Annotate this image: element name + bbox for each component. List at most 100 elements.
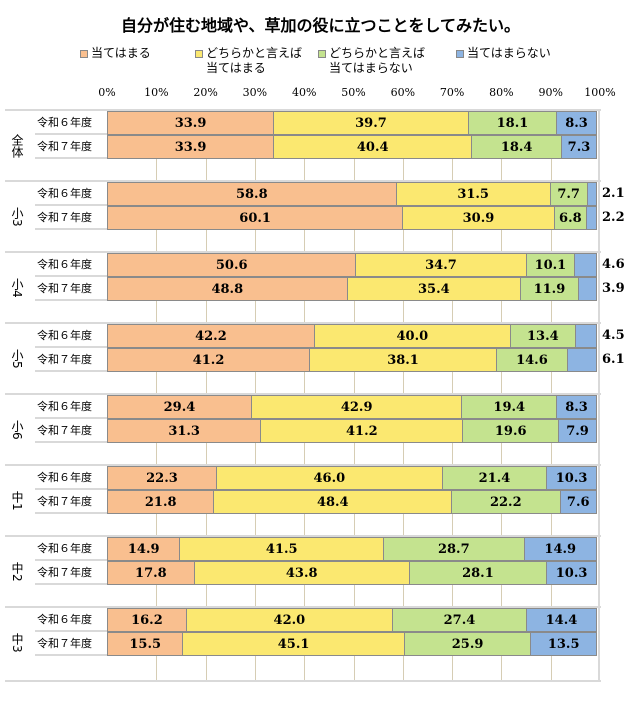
axis-tick: 90%	[538, 86, 563, 99]
group-separator	[5, 180, 601, 182]
bar-segment: 15.5	[107, 632, 184, 656]
row-label: 令和６年度	[35, 466, 107, 490]
group-label: 小5	[10, 349, 24, 369]
row-label: 令和６年度	[35, 111, 107, 135]
group-label: 小3	[10, 207, 24, 227]
stacked-bar: 31.3 41.2 19.6 7.9	[107, 419, 600, 443]
chart-title: 自分が住む地域や、草加の役に立つことをしてみたい。	[120, 16, 521, 35]
stacked-bar: 33.9 40.4 18.4 7.3	[107, 135, 600, 159]
bar-segment: 8.3	[556, 395, 597, 419]
axis-tick: 10%	[144, 86, 169, 99]
bar-segment: 14.4	[525, 608, 597, 632]
bar-segment: 41.2	[107, 348, 311, 372]
row-label: 令和６年度	[35, 324, 107, 348]
bar-segment: 18.4	[471, 135, 562, 159]
stacked-bar: 14.9 41.5 28.7 14.9	[107, 537, 600, 561]
bar-segment: 42.0	[185, 608, 393, 632]
bar-segment: 28.7	[383, 537, 525, 561]
bar-segment: 21.8	[107, 490, 215, 514]
bar-segment	[574, 324, 597, 348]
row-label: 令和６年度	[35, 395, 107, 419]
row-label: 令和７年度	[35, 277, 107, 301]
group-label: 中2	[10, 562, 24, 582]
legend-swatch-icon	[195, 50, 203, 58]
bar-segment: 41.5	[179, 537, 385, 561]
group-label: 小6	[10, 420, 24, 440]
outside-value-label: 2.2	[602, 210, 625, 225]
bar-segment	[574, 253, 597, 277]
stacked-bar: 50.6 34.7 10.1	[107, 253, 600, 277]
group-separator	[5, 393, 601, 395]
stacked-bar: 33.9 39.7 18.1 8.3	[107, 111, 600, 135]
bar-segment: 40.0	[313, 324, 511, 348]
bar-segment: 11.9	[520, 277, 579, 301]
row-label: 令和７年度	[35, 561, 107, 585]
bar-segment: 58.8	[107, 182, 397, 206]
row-label: 令和６年度	[35, 608, 107, 632]
bar-segment: 43.8	[193, 561, 410, 585]
row-label: 令和７年度	[35, 135, 107, 159]
legend-item-4: 当てはまらない	[456, 46, 551, 61]
bar-segment	[586, 206, 597, 230]
group-separator	[5, 606, 601, 608]
bar-segment: 27.4	[391, 608, 527, 632]
stacked-bar: 16.2 42.0 27.4 14.4	[107, 608, 600, 632]
axis-tick: 0%	[98, 86, 116, 99]
bar-segment: 16.2	[107, 608, 187, 632]
legend-label: 当てはまらない	[467, 46, 551, 60]
bar-segment: 31.5	[395, 182, 551, 206]
bar-segment: 34.7	[355, 253, 527, 277]
bar-segment: 45.1	[182, 632, 405, 656]
row-label: 令和７年度	[35, 348, 107, 372]
row-label: 令和６年度	[35, 537, 107, 561]
group-separator	[5, 322, 601, 324]
bar-segment: 48.4	[213, 490, 453, 514]
stacked-bar: 15.5 45.1 25.9 13.5	[107, 632, 600, 656]
axis-tick: 80%	[489, 86, 514, 99]
outside-value-label: 4.6	[602, 257, 625, 272]
bar-segment: 7.7	[549, 182, 588, 206]
bar-segment: 50.6	[107, 253, 357, 277]
bar-segment: 31.3	[107, 419, 262, 443]
bar-segment: 48.8	[107, 277, 348, 301]
group-label: 中1	[10, 491, 24, 511]
bar-segment: 8.3	[556, 111, 597, 135]
bar-segment: 33.9	[107, 135, 275, 159]
bar-segment: 7.9	[558, 419, 597, 443]
legend-label: どちらかと言えば 当てはまる	[206, 46, 303, 75]
group-separator	[5, 251, 601, 253]
bar-segment: 42.9	[250, 395, 463, 419]
legend-swatch-icon	[80, 50, 88, 58]
bar-segment: 22.2	[451, 490, 561, 514]
axis-tick: 50%	[341, 86, 366, 99]
bar-segment: 10.3	[546, 466, 597, 490]
axis-tick: 100%	[584, 86, 616, 99]
bar-segment: 25.9	[403, 632, 532, 656]
outside-value-label: 3.9	[602, 281, 625, 296]
group-label: 小4	[10, 278, 24, 298]
bar-segment: 14.9	[523, 537, 597, 561]
group-separator	[5, 109, 601, 111]
axis-tick: 20%	[193, 86, 218, 99]
outside-value-label: 6.1	[602, 352, 625, 367]
bar-segment: 18.1	[467, 111, 558, 135]
bar-segment: 14.9	[107, 537, 181, 561]
bar-segment	[566, 348, 597, 372]
bar-segment: 10.3	[546, 561, 597, 585]
legend-item-2: どちらかと言えば 当てはまる	[195, 46, 302, 76]
bar-segment: 39.7	[273, 111, 469, 135]
bar-segment: 14.6	[495, 348, 568, 372]
legend-item-1: 当てはまる	[80, 46, 151, 61]
bar-segment: 17.8	[107, 561, 195, 585]
bar-segment	[586, 182, 597, 206]
stacked-bar: 48.8 35.4 11.9	[107, 277, 600, 301]
outside-value-label: 4.5	[602, 328, 625, 343]
legend-label: 当てはまる	[91, 46, 151, 60]
bar-segment: 22.3	[107, 466, 217, 490]
bar-segment: 46.0	[215, 466, 443, 490]
bar-segment: 6.8	[553, 206, 588, 230]
bar-segment: 13.4	[509, 324, 576, 348]
legend-item-3: どちらかと言えば 当てはまらない	[318, 46, 425, 76]
bar-segment: 7.6	[559, 490, 597, 514]
bar-segment: 13.5	[530, 632, 597, 656]
